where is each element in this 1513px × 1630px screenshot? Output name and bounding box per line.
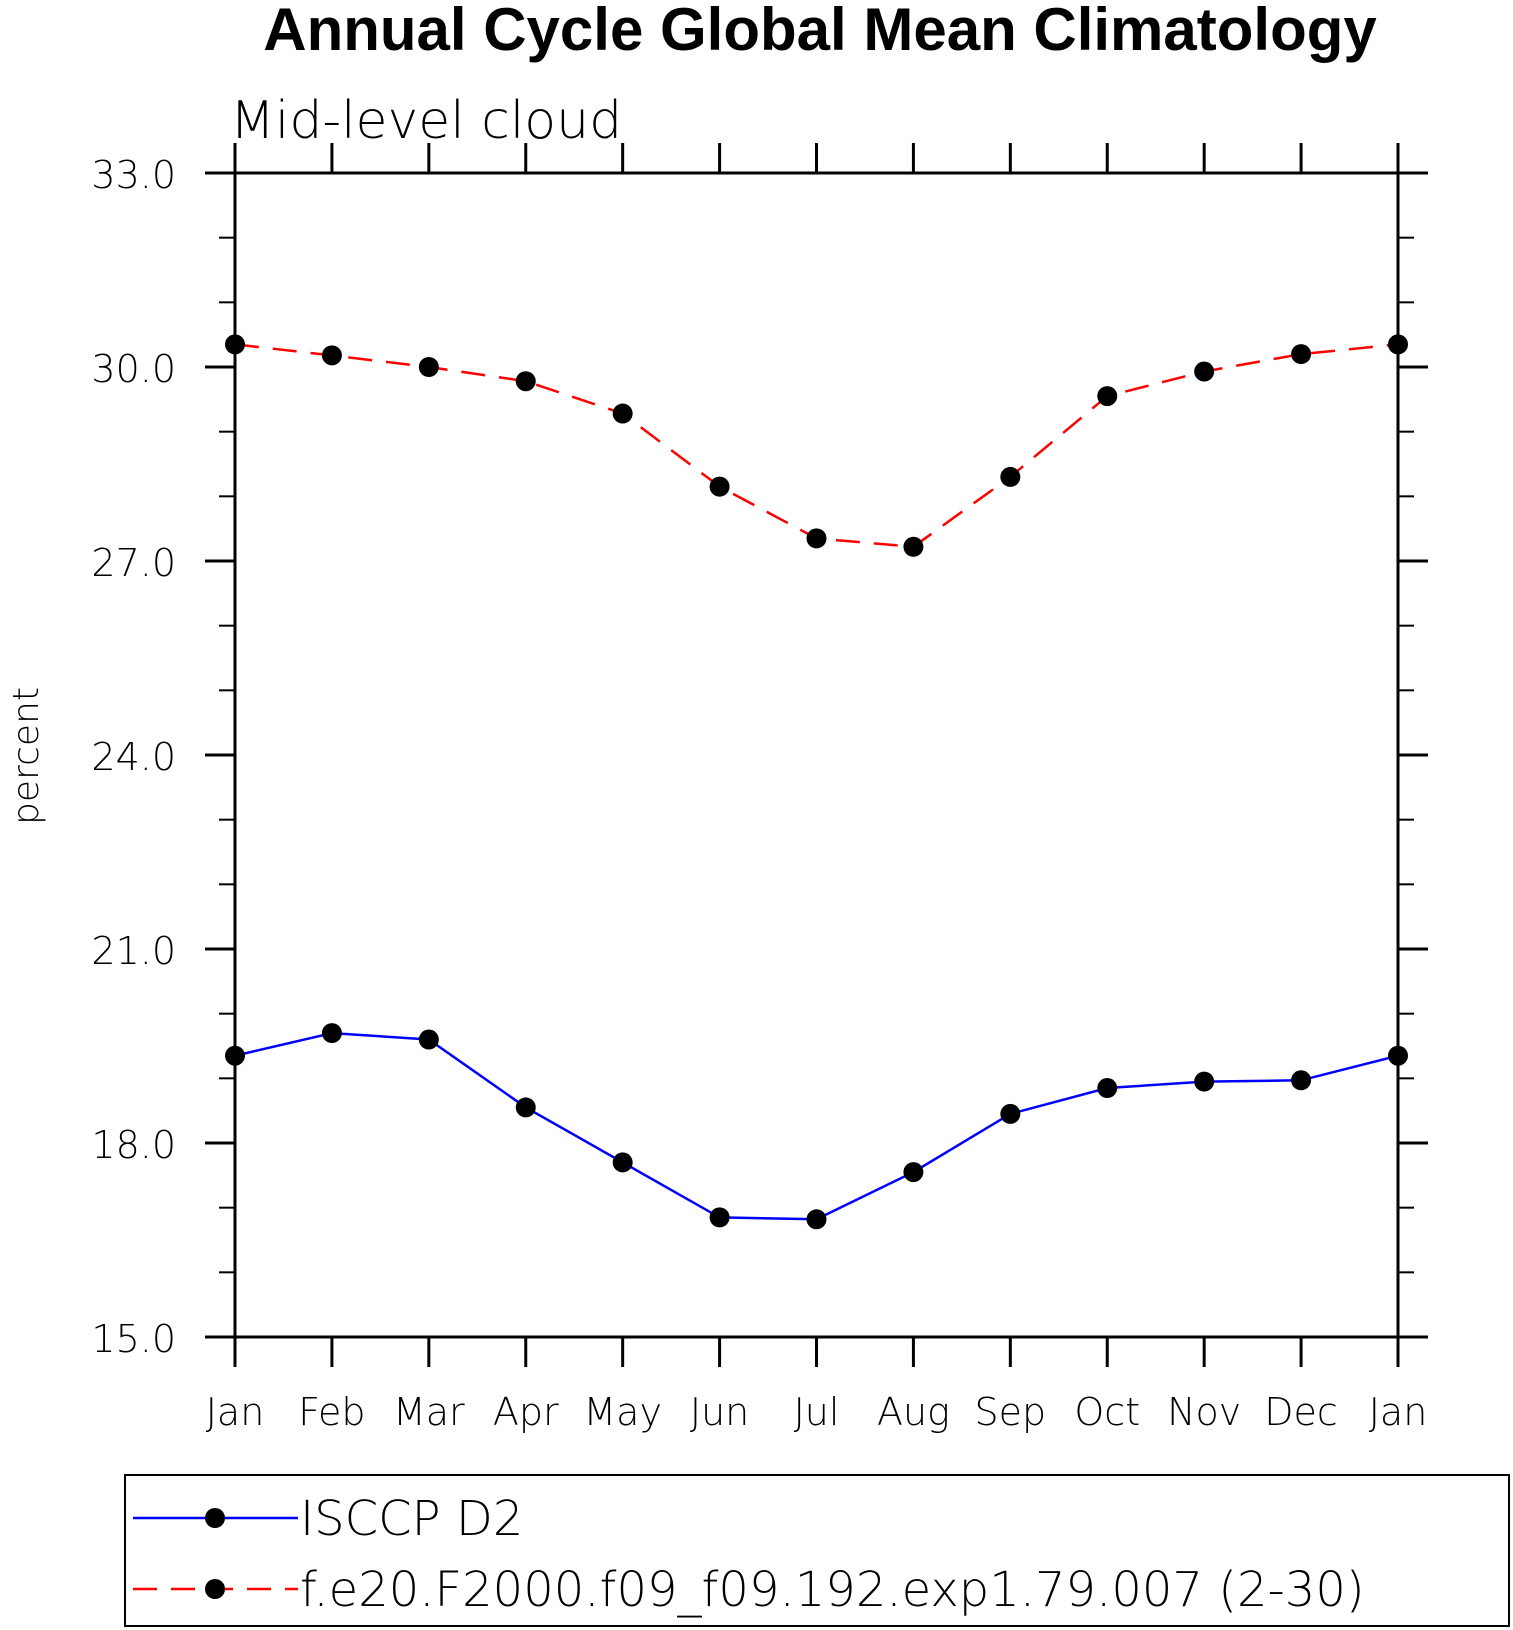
data-point-0: [903, 1162, 924, 1183]
x-tick-label: Jan: [206, 1390, 265, 1434]
data-point-0: [709, 1207, 730, 1228]
x-tick-label: May: [583, 1390, 662, 1434]
y-tick-label: 21.0: [91, 929, 176, 973]
data-point-1: [515, 371, 536, 392]
data-point-0: [1291, 1070, 1312, 1091]
data-point-1: [1291, 344, 1312, 365]
legend-label-isccp: ISCCP D2: [300, 1491, 523, 1547]
data-point-1: [418, 357, 439, 377]
data-point-1: [321, 345, 342, 366]
series-line-1: [234, 343, 1399, 549]
legend-box: [124, 1474, 1510, 1627]
y-tick-label: 30.0: [91, 347, 176, 391]
y-axis-label: percent: [6, 687, 47, 825]
series-layer: [225, 334, 1408, 1230]
data-point-0: [418, 1029, 439, 1050]
x-tick-label: Jan: [1369, 1390, 1428, 1434]
x-tick-label: Oct: [1074, 1390, 1140, 1434]
x-tick-label: Jun: [690, 1390, 749, 1434]
data-point-0: [1194, 1071, 1215, 1092]
x-tick-label: Apr: [493, 1390, 559, 1434]
x-tick-label: Feb: [298, 1390, 365, 1434]
x-tick-label: Mar: [393, 1390, 465, 1434]
data-point-1: [225, 334, 245, 355]
legend-marker-isccp: [205, 1508, 225, 1528]
data-point-1: [903, 536, 924, 557]
y-tick-label: 27.0: [91, 541, 176, 585]
plot-frame: [233, 171, 1400, 1339]
data-point-0: [515, 1097, 536, 1118]
series-line-0: [234, 1031, 1399, 1221]
chart-subtitle: Mid-level cloud: [230, 91, 622, 151]
y-tick-label: 24.0: [91, 735, 176, 779]
chart-title: Annual Cycle Global Mean Climatology: [263, 0, 1377, 63]
x-tick-label: Dec: [1264, 1390, 1338, 1434]
data-point-1: [612, 403, 633, 424]
data-point-1: [1000, 466, 1021, 487]
axes: Jan Feb Mar Apr May Jun Jul Aug Sep Oct Nov Dec Jan 1…: [91, 143, 1428, 1434]
data-point-0: [1097, 1078, 1118, 1099]
data-point-1: [709, 476, 730, 497]
data-point-0: [806, 1209, 827, 1230]
legend-label-model: f.e20.F2000.f09_f09.192.exp1.79.007 (2-3…: [300, 1562, 1365, 1618]
y-tick-label: 18.0: [91, 1123, 176, 1167]
data-point-0: [1388, 1045, 1408, 1066]
data-point-0: [612, 1152, 633, 1173]
data-point-1: [1097, 386, 1118, 407]
data-point-1: [1388, 334, 1408, 355]
legend: ISCCP D2 f.e20.F2000.f09_f09.192.exp1.79…: [124, 1474, 1510, 1627]
data-point-0: [1000, 1103, 1021, 1124]
data-point-0: [321, 1023, 342, 1044]
x-tick-label: Nov: [1167, 1390, 1241, 1434]
data-point-0: [225, 1045, 245, 1066]
x-tick-label: Sep: [975, 1390, 1047, 1434]
x-tick-label: Jul: [794, 1390, 840, 1434]
data-point-1: [1194, 361, 1215, 382]
legend-marker-model: [205, 1579, 225, 1599]
y-tick-label: 15.0: [91, 1317, 176, 1361]
y-tick-label: 33.0: [91, 153, 176, 197]
x-tick-label: Aug: [877, 1390, 950, 1434]
data-point-1: [806, 528, 827, 549]
